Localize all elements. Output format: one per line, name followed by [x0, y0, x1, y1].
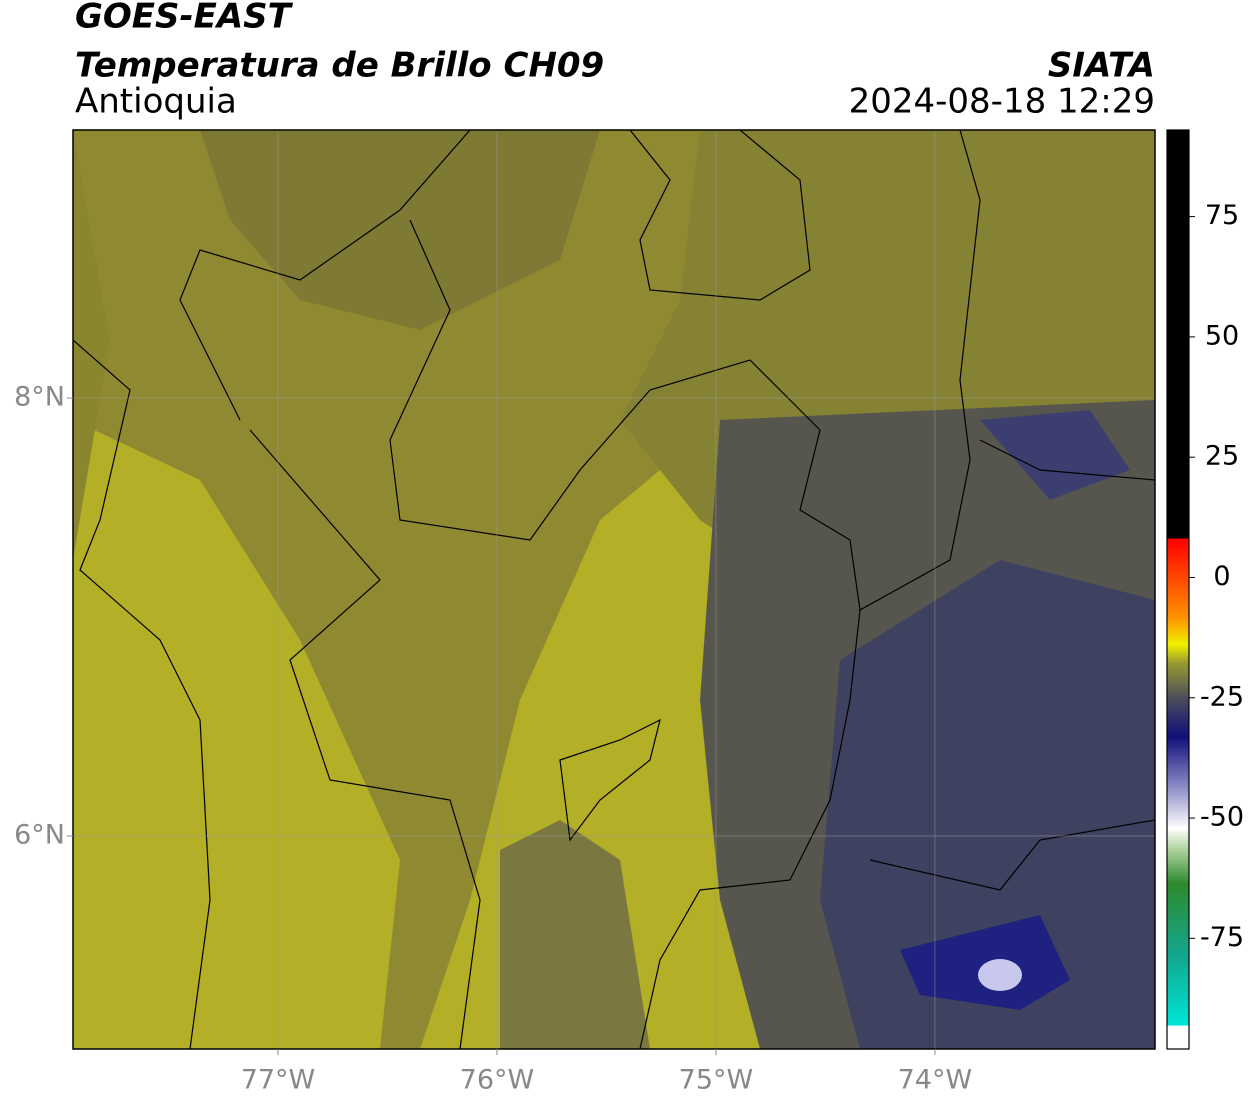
colorbar-tick-label: 0: [1213, 561, 1230, 592]
grid: [73, 130, 1155, 1049]
x-tick-label: 75°W: [679, 1065, 754, 1096]
chart-subtitle: Temperatura de Brillo CH09: [75, 46, 604, 86]
x-tick-label: 76°W: [460, 1065, 535, 1096]
x-tick-label: 77°W: [241, 1065, 316, 1096]
x-tick-label: 74°W: [898, 1065, 973, 1096]
satellite-image: [73, 130, 1155, 1049]
colorbar-tick-label: 50: [1205, 320, 1239, 351]
region: Antioquia: [75, 82, 237, 122]
source: SIATA: [1048, 46, 1155, 86]
colorbar-tick-label: -75: [1200, 922, 1244, 953]
colorbar-tick-label: 75: [1205, 200, 1239, 231]
colorbar-tick-label: -25: [1200, 681, 1244, 712]
colorbar-tick-label: 25: [1205, 441, 1239, 472]
colorbar-tick-label: -50: [1200, 802, 1244, 833]
y-tick-label: 8°N: [14, 382, 65, 413]
chart-title: GOES-EAST: [75, 0, 294, 37]
datetime: 2024-08-18 12:29: [849, 82, 1155, 122]
y-tick-label: 6°N: [14, 819, 65, 850]
map-frame: [72, 129, 1156, 1050]
colorbar: [1166, 129, 1190, 1050]
